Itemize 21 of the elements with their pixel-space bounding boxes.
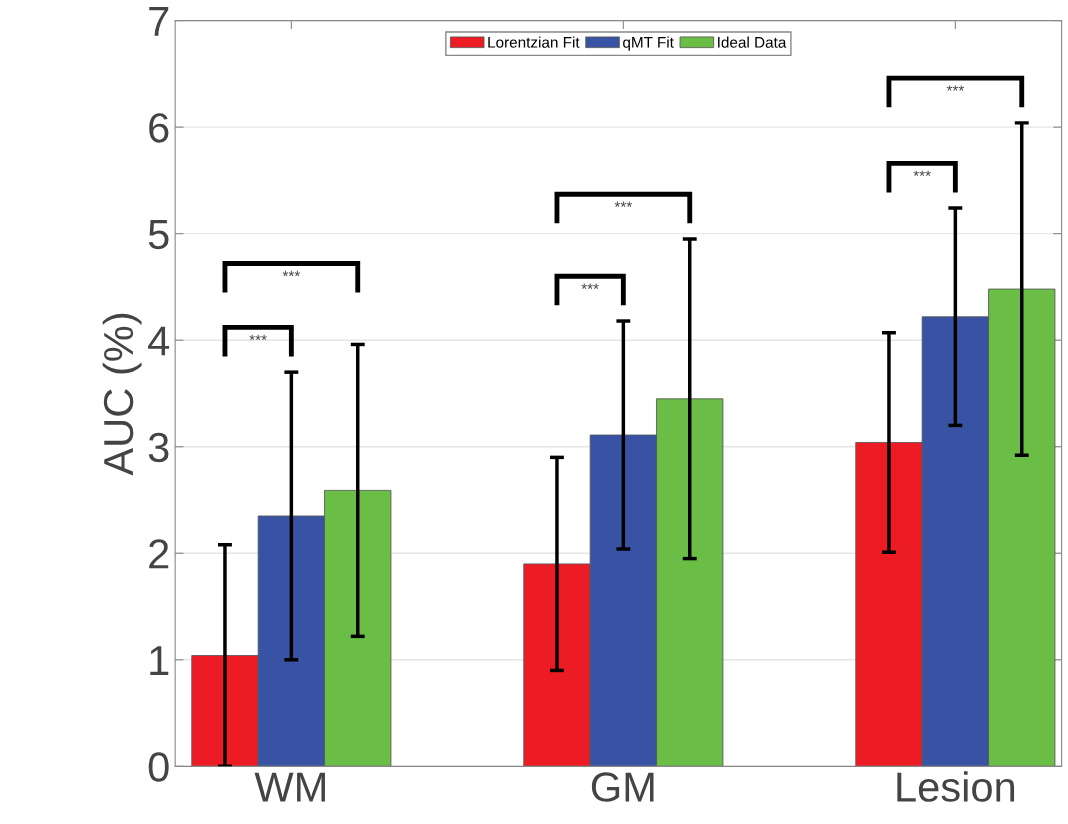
y-tick-label: 4 xyxy=(148,326,170,356)
annotation: *** xyxy=(581,283,599,289)
x-tick-label: Lesion xyxy=(897,771,1015,802)
y-axis-title: AUC (%) xyxy=(102,313,142,476)
annotation: *** xyxy=(913,170,931,177)
y-tick-label: 3 xyxy=(148,432,169,463)
y-tick-label: 0 xyxy=(148,752,169,782)
x-tick-label: GM xyxy=(591,772,654,802)
annotation: *** xyxy=(946,85,965,91)
legend-label: Ideal Data xyxy=(718,36,787,48)
legend-label: qMT Fit xyxy=(623,36,674,51)
annotation: *** xyxy=(249,334,267,341)
annotation: *** xyxy=(614,201,633,207)
y-tick-label: 5 xyxy=(148,220,169,250)
annotation: *** xyxy=(282,270,301,277)
legend-label: Lorentzian Fit xyxy=(488,36,580,48)
y-tick-label: 1 xyxy=(150,646,169,675)
y-tick-label: 6 xyxy=(149,113,169,143)
y-tick-label: 7 xyxy=(149,7,169,36)
y-tick-label: 2 xyxy=(149,539,169,569)
x-tick-label: WM xyxy=(254,772,325,802)
